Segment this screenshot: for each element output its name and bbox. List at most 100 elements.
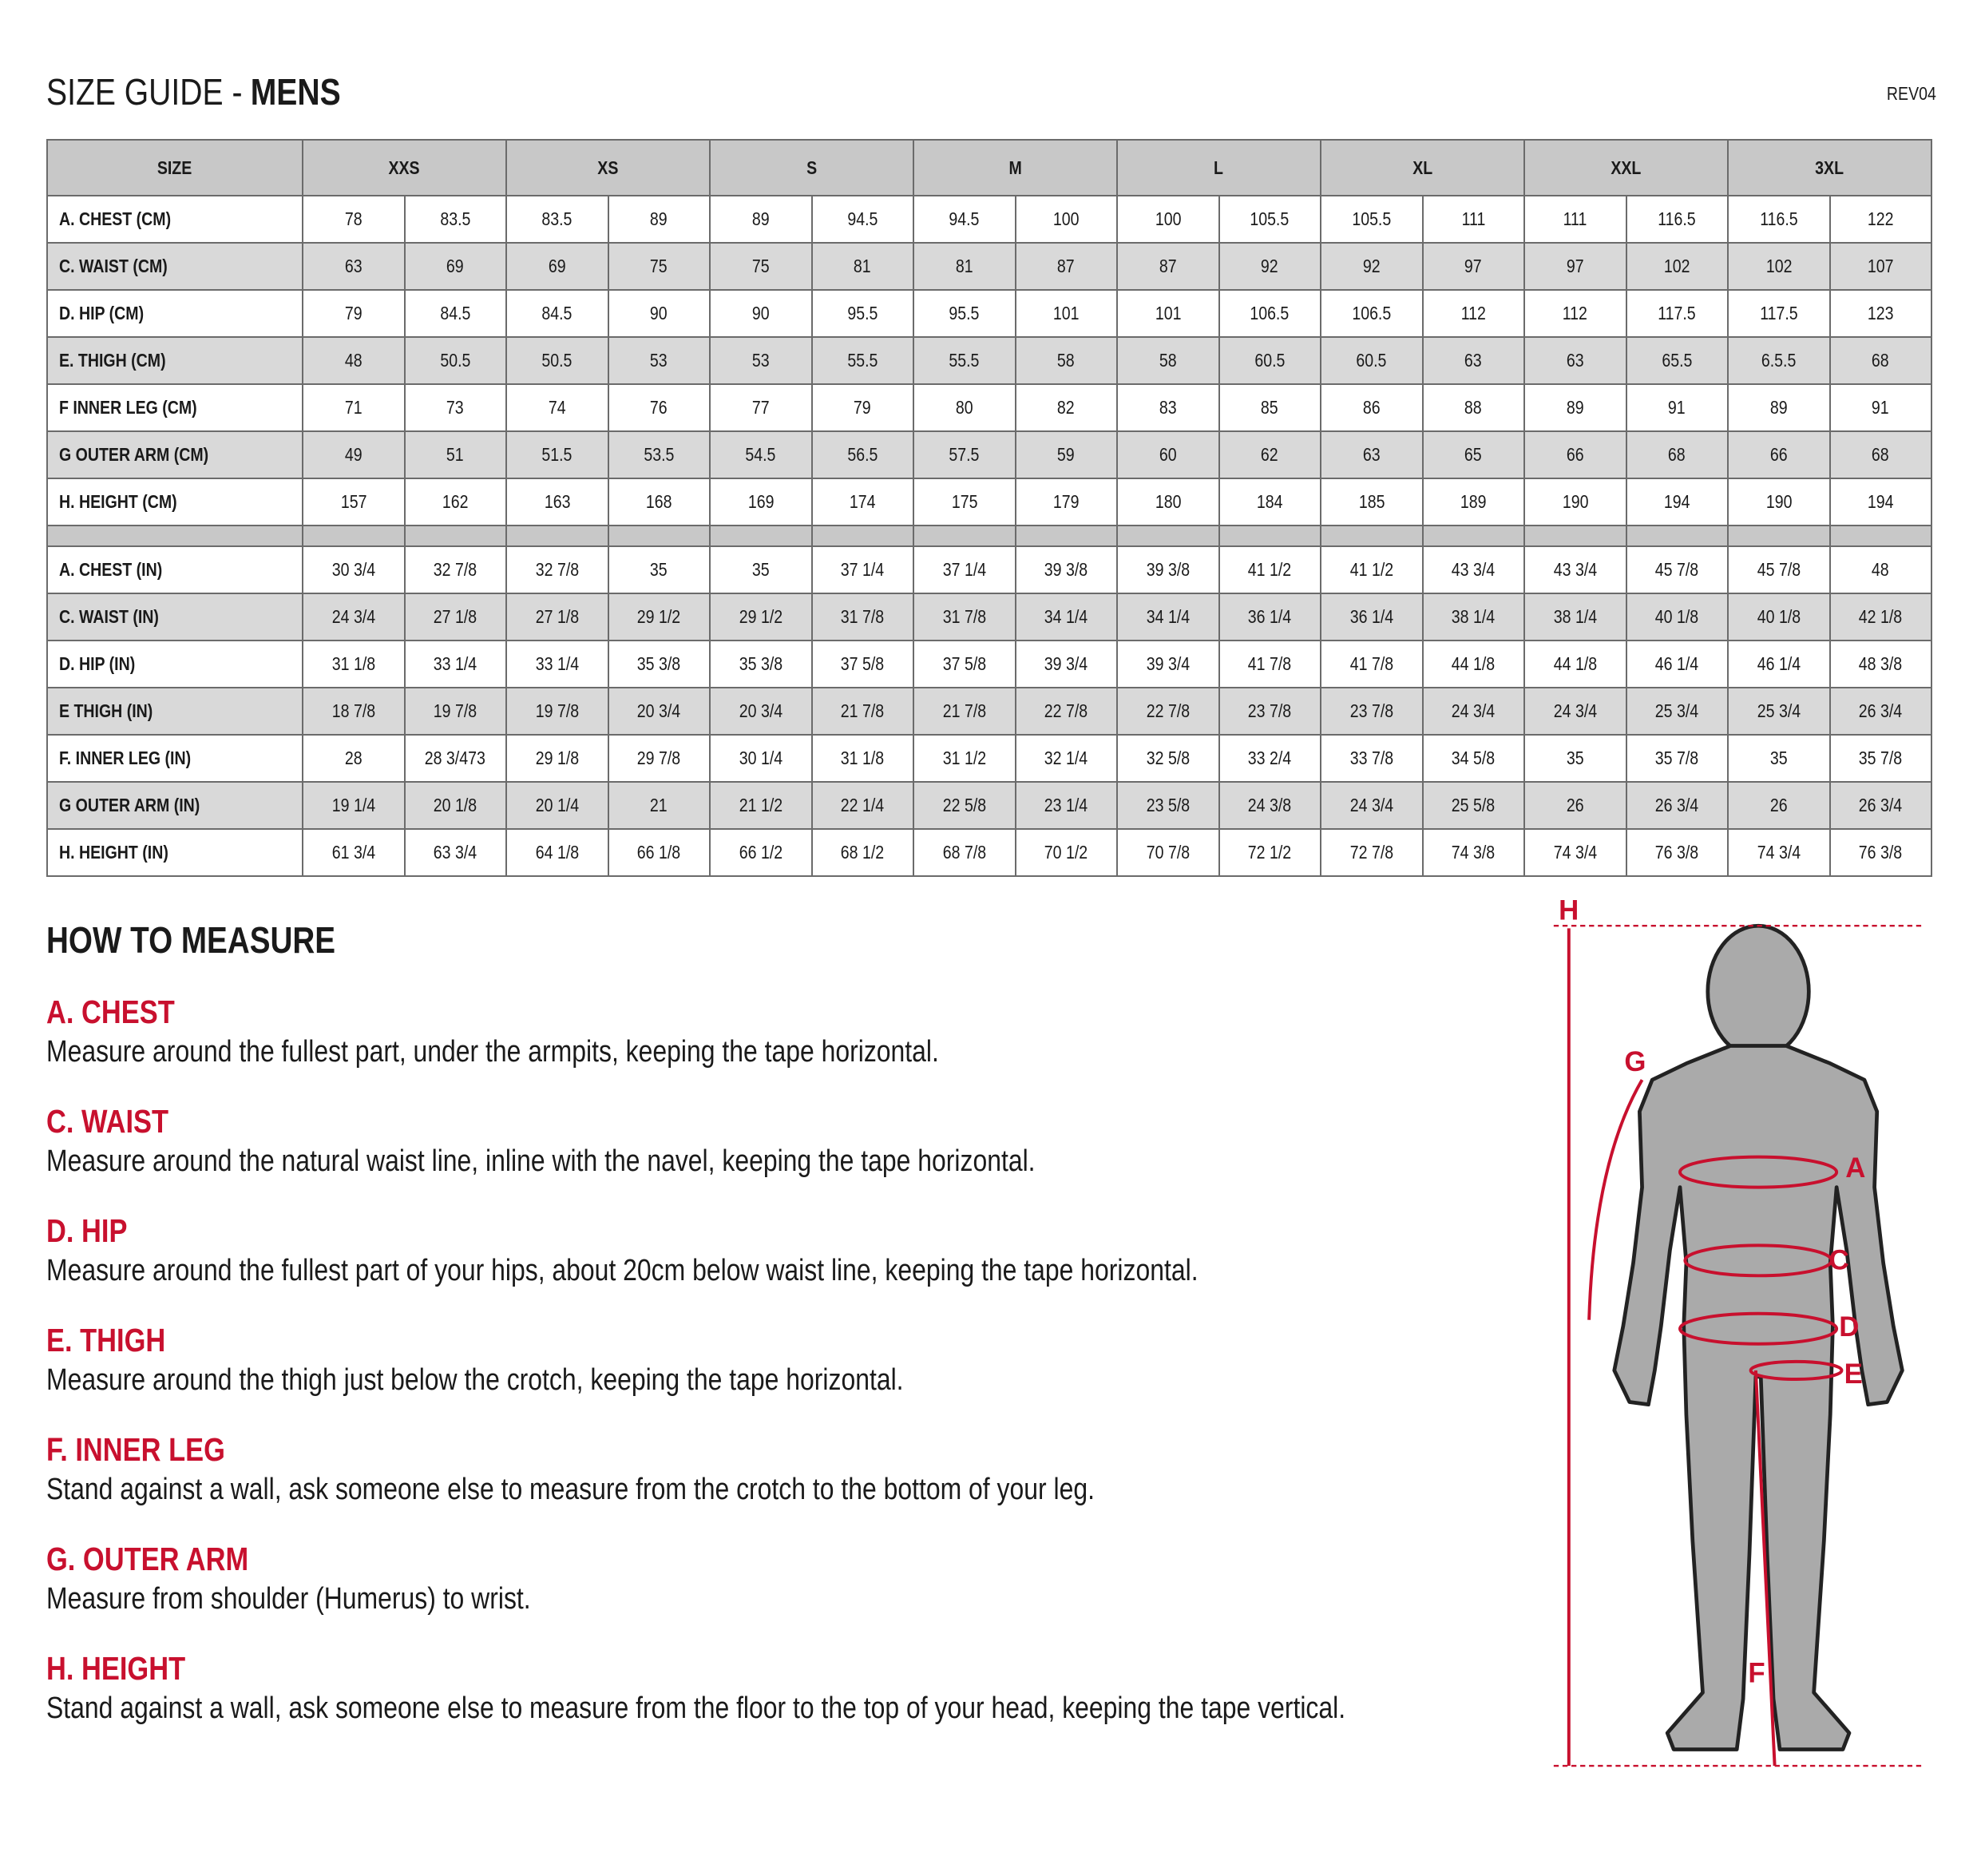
value-cell: 39 3/4 [1116,640,1220,688]
cell-value: 88 [1464,397,1483,418]
cell-value: 87 [1057,256,1076,276]
value-cell: 85 [1218,383,1321,432]
cell-value: 32 1/4 [1044,748,1088,768]
value-cell: 97 [1421,242,1525,291]
value-cell: 107 [1828,242,1932,291]
cell-value: 66 1/8 [637,842,681,863]
table-row: E THIGH (IN) 18 7/8 19 7/8 19 7/8 20 3/4 20 3… [46,687,1932,736]
cell-value: 97 [1566,256,1584,276]
cell-value: 61 3/4 [331,842,375,863]
cell-value: 22 5/8 [942,795,986,815]
value-cell: 78 [302,195,406,244]
spacer-cell [403,525,507,547]
value-cell: 65.5 [1625,336,1729,385]
cell-value: 74 3/4 [1553,842,1597,863]
value-cell: 32 7/8 [505,545,609,594]
value-cell: 33 7/8 [1320,734,1424,783]
value-cell: 63 [1421,336,1525,385]
value-cell: 122 [1828,195,1932,244]
value-cell: 22 5/8 [913,781,1016,830]
cell-value: 112 [1563,303,1588,323]
value-cell: 66 1/8 [607,828,711,877]
value-cell: 48 3/8 [1828,640,1932,688]
value-cell: 26 [1523,781,1627,830]
cell-value: 81 [854,256,872,276]
title-bold: MENS [250,71,341,113]
cell-value: 89 [650,208,668,229]
value-cell: 29 7/8 [607,734,711,783]
value-cell: 111 [1421,195,1525,244]
cell-value: 91 [1872,397,1890,418]
row-label: E THIGH (IN) [59,700,153,721]
value-cell: 86 [1320,383,1424,432]
value-cell: 31 1/8 [302,640,406,688]
cell-value: 37 1/4 [841,559,885,580]
cell-value: 83 [1159,397,1177,418]
value-cell: 95.5 [810,289,914,338]
cell-value: 63 [1566,350,1584,371]
value-cell: 59 [1014,430,1118,479]
cell-value: 184 [1256,491,1283,512]
cell-value: 25 3/4 [1757,700,1801,721]
value-cell: 35 [607,545,711,594]
table-row: H. HEIGHT (CM) 157 162 163 168 169 174 175 179 18… [46,478,1932,526]
row-label-cell: H. HEIGHT (CM) [46,478,303,526]
cell-value: 49 [344,444,363,465]
cell-value: 58 [1057,350,1076,371]
value-cell: 76 3/8 [1828,828,1932,877]
label-c: C [1829,1245,1849,1275]
value-cell: 23 5/8 [1116,781,1220,830]
cell-value: 24 3/4 [1349,795,1393,815]
value-cell: 38 1/4 [1523,593,1627,641]
value-cell: 75 [709,242,813,291]
value-cell: 75 [607,242,711,291]
cell-value: 81 [955,256,973,276]
cell-value: 38 1/4 [1452,606,1496,627]
value-cell: 190 [1727,478,1831,526]
cell-value: 65 [1464,444,1483,465]
value-cell: 24 3/4 [302,593,406,641]
cell-value: 105.5 [1250,208,1290,229]
cell-value: 24 3/4 [1452,700,1496,721]
cell-value: 83.5 [541,208,573,229]
cell-value: 53 [650,350,668,371]
cell-value: 174 [849,491,876,512]
value-cell: 100 [1116,195,1220,244]
header-cell: 3XL [1727,139,1932,196]
value-cell: 65 [1421,430,1525,479]
measure-text: Measure around the fullest part, under t… [46,1035,939,1069]
spacer-cell [1218,525,1321,547]
cell-value: 56.5 [847,444,878,465]
value-cell: 69 [505,242,609,291]
spacer-cell [1523,525,1627,547]
header-text: XXS [388,157,421,178]
value-cell: 25 3/4 [1625,687,1729,736]
row-label: C. WAIST (IN) [59,606,159,627]
cell-value: 77 [751,397,770,418]
cell-value: 39 3/4 [1146,653,1190,674]
value-cell: 180 [1116,478,1220,526]
row-label: E. THIGH (CM) [59,350,166,371]
cell-value: 112 [1460,303,1486,323]
cell-value: 89 [1769,397,1788,418]
value-cell: 20 3/4 [709,687,813,736]
measure-text: Measure from shoulder (Humerus) to wrist… [46,1582,531,1616]
value-cell: 32 7/8 [403,545,507,594]
measure-item: F. INNER LEG Stand against a wall, ask so… [46,1430,1267,1509]
cell-value: 29 1/2 [637,606,681,627]
cell-value: 53 [751,350,770,371]
cell-value: 64 1/8 [535,842,579,863]
cell-value: 25 3/4 [1655,700,1699,721]
cell-value: 180 [1155,491,1182,512]
value-cell: 45 7/8 [1625,545,1729,594]
cell-value: 26 3/4 [1655,795,1699,815]
cell-value: 102 [1765,256,1793,276]
cell-value: 37 5/8 [841,653,885,674]
value-cell: 116.5 [1727,195,1831,244]
value-cell: 44 1/8 [1421,640,1525,688]
cell-value: 179 [1052,491,1080,512]
value-cell: 33 1/4 [505,640,609,688]
cell-value: 31 7/8 [942,606,986,627]
cell-value: 48 3/8 [1859,653,1903,674]
